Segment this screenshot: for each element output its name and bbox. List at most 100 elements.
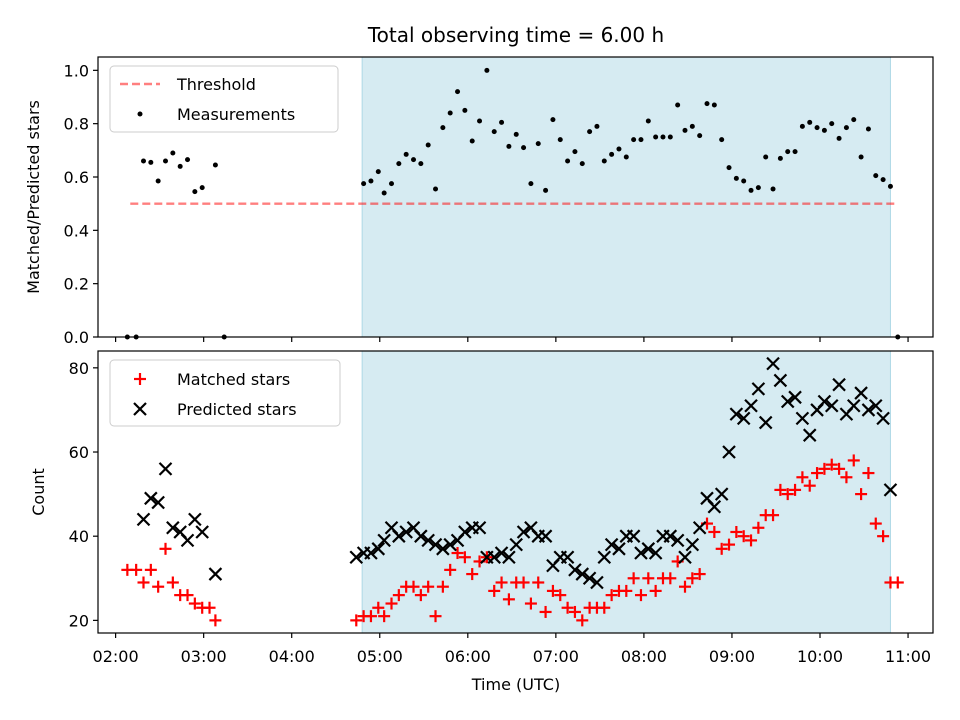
predicted-point <box>612 542 626 556</box>
x-tick-label: 09:00 <box>709 647 755 666</box>
matched-point <box>869 517 882 530</box>
measurement-point <box>704 101 710 107</box>
predicted-point <box>188 512 202 527</box>
measurement-point <box>763 154 769 160</box>
measurement-point <box>148 159 154 165</box>
matched-point <box>715 542 728 555</box>
measurement-point <box>858 154 864 160</box>
measurement-point <box>462 107 468 113</box>
measurement-point <box>623 154 629 160</box>
matched-point <box>137 576 150 589</box>
measurement-point <box>638 137 644 143</box>
matched-point <box>414 589 427 602</box>
matched-point <box>181 589 194 602</box>
predicted-point <box>634 546 648 560</box>
x-tick-label: 02:00 <box>93 647 139 666</box>
bottom-x-ticks: 02:00 03:00 04:00 05:00 06:00 07:00 08:00 09:00… <box>93 633 931 666</box>
measurement-point <box>177 163 183 169</box>
matched-point <box>774 483 787 496</box>
measurement-point <box>155 178 161 184</box>
measurement-point <box>807 119 813 125</box>
measurement-point <box>433 186 439 192</box>
measurement-point <box>821 127 827 133</box>
matched-point <box>634 589 647 602</box>
predicted-point <box>158 462 173 476</box>
measurement-point <box>748 187 754 193</box>
measurement-point <box>601 158 607 164</box>
observing-window-shade <box>361 56 891 338</box>
legend-measurements-swatch <box>137 111 143 117</box>
top-legend-box <box>109 65 339 133</box>
matched-point <box>532 576 545 589</box>
measurement-point <box>733 175 739 181</box>
predicted-point <box>883 483 898 497</box>
predicted-point <box>663 529 678 543</box>
measurement-point <box>851 117 857 123</box>
chart-title: Total observing time = 6.00 h <box>367 23 664 47</box>
matched-point <box>664 572 677 585</box>
y-tick-label: 0.6 <box>64 168 89 187</box>
y-tick-label: 40 <box>69 527 89 546</box>
predicted-point <box>714 487 729 501</box>
measurement-point <box>381 190 387 196</box>
measurement-point <box>711 102 717 108</box>
measurement-point <box>741 178 747 184</box>
measurement-point <box>396 161 402 167</box>
top-y-axis-label: Matched/Predicted stars <box>24 100 43 294</box>
matched-point <box>789 483 802 496</box>
predicted-point <box>604 537 619 552</box>
predicted-point <box>641 542 656 556</box>
measurement-point <box>477 118 483 124</box>
measurement-point <box>594 123 600 129</box>
predicted-point <box>590 575 604 590</box>
predicted-point <box>832 377 846 392</box>
predicted-point <box>861 403 876 417</box>
measurement-point <box>170 150 176 156</box>
matched-point <box>877 530 890 543</box>
predicted-point <box>575 567 590 581</box>
matched-point <box>818 462 831 475</box>
matched-point <box>407 580 420 593</box>
predicted-point <box>208 567 223 581</box>
y-tick-label: 60 <box>69 443 89 462</box>
measurement-point <box>368 178 374 184</box>
predicted-point <box>399 525 413 539</box>
measurement-point <box>447 110 453 116</box>
matched-point <box>825 458 838 471</box>
predicted-point <box>472 520 487 535</box>
predicted-point <box>707 499 722 514</box>
predicted-point <box>371 542 386 556</box>
predicted-point <box>568 563 582 577</box>
matched-point <box>649 584 662 597</box>
matched-point <box>891 576 904 589</box>
predicted-point <box>166 520 180 535</box>
matched-point <box>144 563 157 576</box>
y-tick-label: 0.8 <box>64 115 89 134</box>
measurement-point <box>880 177 886 183</box>
predicted-point <box>377 533 391 548</box>
legend-measurements-label: Measurements <box>177 105 295 124</box>
predicted-point <box>824 398 839 413</box>
measurement-point <box>719 137 725 143</box>
measurement-point <box>616 146 622 152</box>
predicted-point <box>144 491 158 506</box>
matched-point <box>364 610 377 623</box>
bottom-legend-box <box>109 359 341 427</box>
top-panel: 0.0 0.2 0.4 0.6 0.8 1.0 Matched/Predicted sta… <box>24 56 934 347</box>
measurement-point <box>163 158 169 164</box>
bottom-plot-frame <box>97 350 934 634</box>
measurement-point <box>631 137 637 143</box>
legend-matched-label: Matched stars <box>177 370 290 389</box>
predicted-point <box>758 415 773 430</box>
measurement-point <box>185 157 191 163</box>
measurement-point <box>361 181 367 187</box>
measurement-point <box>455 89 461 95</box>
measurement-points <box>124 67 901 340</box>
predicted-point <box>443 537 457 552</box>
predicted-point <box>846 398 861 413</box>
predicted-point <box>788 390 802 405</box>
predicted-point <box>744 398 758 413</box>
predicted-point <box>516 525 531 539</box>
matched-point <box>554 589 567 602</box>
